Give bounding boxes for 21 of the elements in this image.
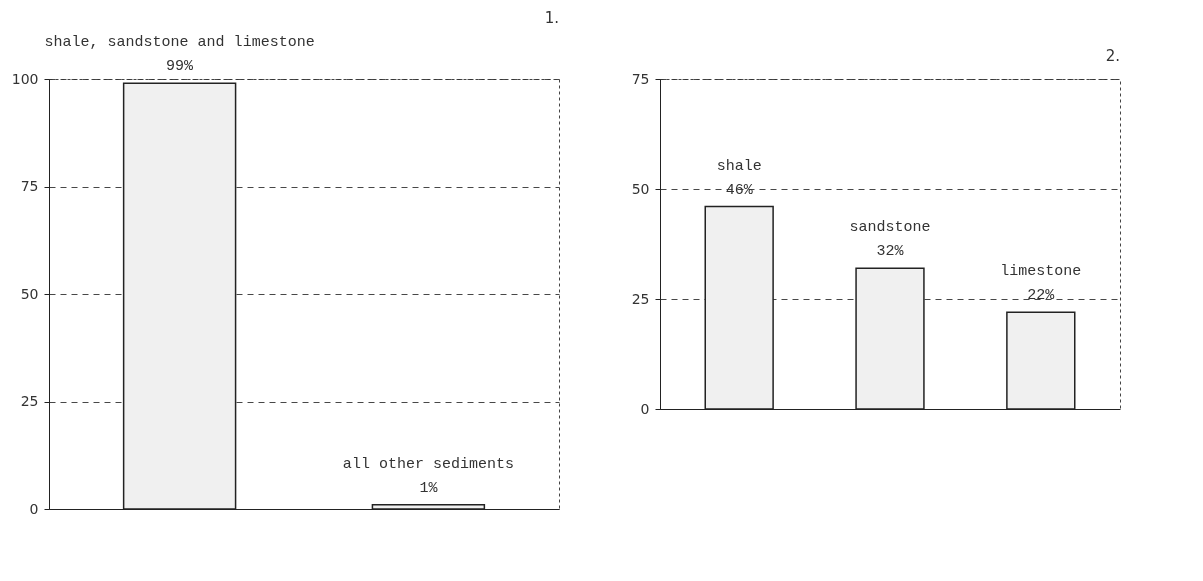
data-label: 46% (725, 181, 754, 199)
y-tick-label: 75 (631, 70, 650, 87)
y-tick-label: 100 (11, 70, 39, 87)
data-label: 32% (876, 243, 905, 261)
y-tick-label: 75 (20, 178, 39, 194)
chart-title: 2. (1105, 47, 1120, 65)
data-label: 99% (166, 58, 195, 76)
annotation: limestone (1000, 263, 1082, 281)
annotation: all other sediments (342, 455, 514, 473)
data-label: 1% (419, 479, 439, 497)
chart-title: 1. (544, 9, 559, 28)
annotation: shale, sandstone and limestone (44, 34, 315, 52)
data-label: 22% (1027, 287, 1056, 305)
annotation: sandstone (849, 219, 931, 237)
y-tick-label: 0 (640, 400, 650, 417)
annotation: shale (716, 157, 762, 175)
y-tick-label: 25 (20, 393, 39, 409)
y-tick-label: 50 (631, 180, 650, 197)
y-tick-label: 25 (631, 290, 650, 307)
y-tick-label: 50 (20, 285, 39, 302)
y-tick-label: 0 (29, 500, 39, 517)
